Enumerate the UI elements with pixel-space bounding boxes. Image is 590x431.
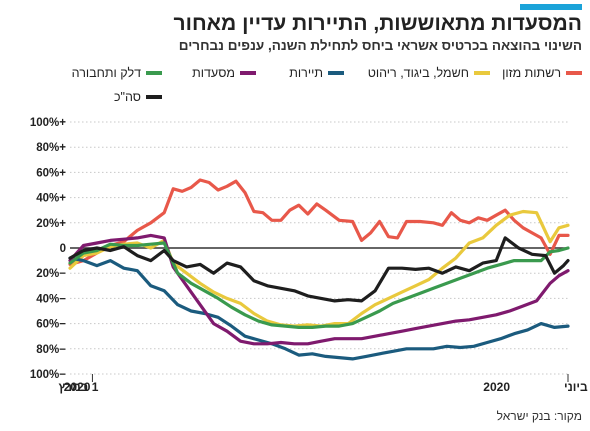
series-line-0 [68, 178, 570, 266]
legend-label-total: סה"כ [114, 90, 141, 104]
legend-item-food-chains: רשתות מזון [502, 66, 582, 80]
series-line-1 [68, 209, 570, 328]
y-tick-label: 60%+ [36, 167, 66, 179]
series-line-5 [68, 236, 570, 303]
x-tick-label: 15 ביוני [564, 380, 590, 394]
x-tick-label: 1 במרץ [58, 380, 98, 394]
legend-item-tourism: תיירות [289, 66, 344, 80]
legend-label-restaurants: מסעדות [192, 66, 235, 80]
legend-item-total: סה"כ [114, 90, 162, 104]
legend-swatch-restaurants [240, 71, 256, 75]
legend-swatch-total [146, 95, 162, 99]
y-tick-label: 20%+ [36, 218, 66, 230]
series-line-4 [68, 241, 570, 329]
series-line-2 [68, 256, 570, 361]
legend-label-tourism: תיירות [289, 66, 323, 80]
y-tick-label: 40%+ [36, 193, 66, 205]
y-tick-label: 100%− [30, 369, 66, 381]
chart-subtitle: השינוי בהוצאה בכרטיס אשראי ביחס לתחילת ה… [178, 38, 582, 53]
chart-title: המסעדות מתאוששות, התיירות עדיין מאחור [173, 12, 582, 35]
legend-label-food-chains: רשתות מזון [502, 66, 561, 80]
y-tick-label: 100%+ [30, 117, 66, 129]
legend-swatch-fuel-transport [146, 71, 162, 75]
x-tick-year-label: 2020 [483, 380, 510, 394]
legend-item-electric-clothing-furniture: חשמל, ביגוד, ריהוט [368, 66, 490, 80]
y-tick-label: 20%− [36, 268, 66, 280]
y-tick-label: 0 [60, 243, 66, 255]
source-note: מקור: בנק ישראל [496, 409, 582, 423]
legend-item-fuel-transport: דלק ותחבורה [72, 66, 162, 80]
y-tick-label: 60%− [36, 319, 66, 331]
legend-label-fuel-transport: דלק ותחבורה [71, 66, 141, 80]
legend-swatch-electric-clothing-furniture [474, 71, 490, 75]
series-line-3 [68, 233, 570, 346]
legend-swatch-tourism [328, 71, 344, 75]
legend-swatch-food-chains [566, 71, 582, 75]
y-tick-label: 80%+ [36, 142, 66, 154]
x-tick-year-label: 2020 [64, 380, 91, 394]
y-tick-label: 40%− [36, 293, 66, 305]
y-tick-label: 80%− [36, 344, 66, 356]
legend-label-electric-clothing-furniture: חשמל, ביגוד, ריהוט [367, 66, 469, 80]
accent-bar [520, 4, 582, 10]
legend: רשתות מזון חשמל, ביגוד, ריהוט תיירות מסע… [8, 66, 582, 114]
legend-item-restaurants: מסעדות [192, 66, 256, 80]
